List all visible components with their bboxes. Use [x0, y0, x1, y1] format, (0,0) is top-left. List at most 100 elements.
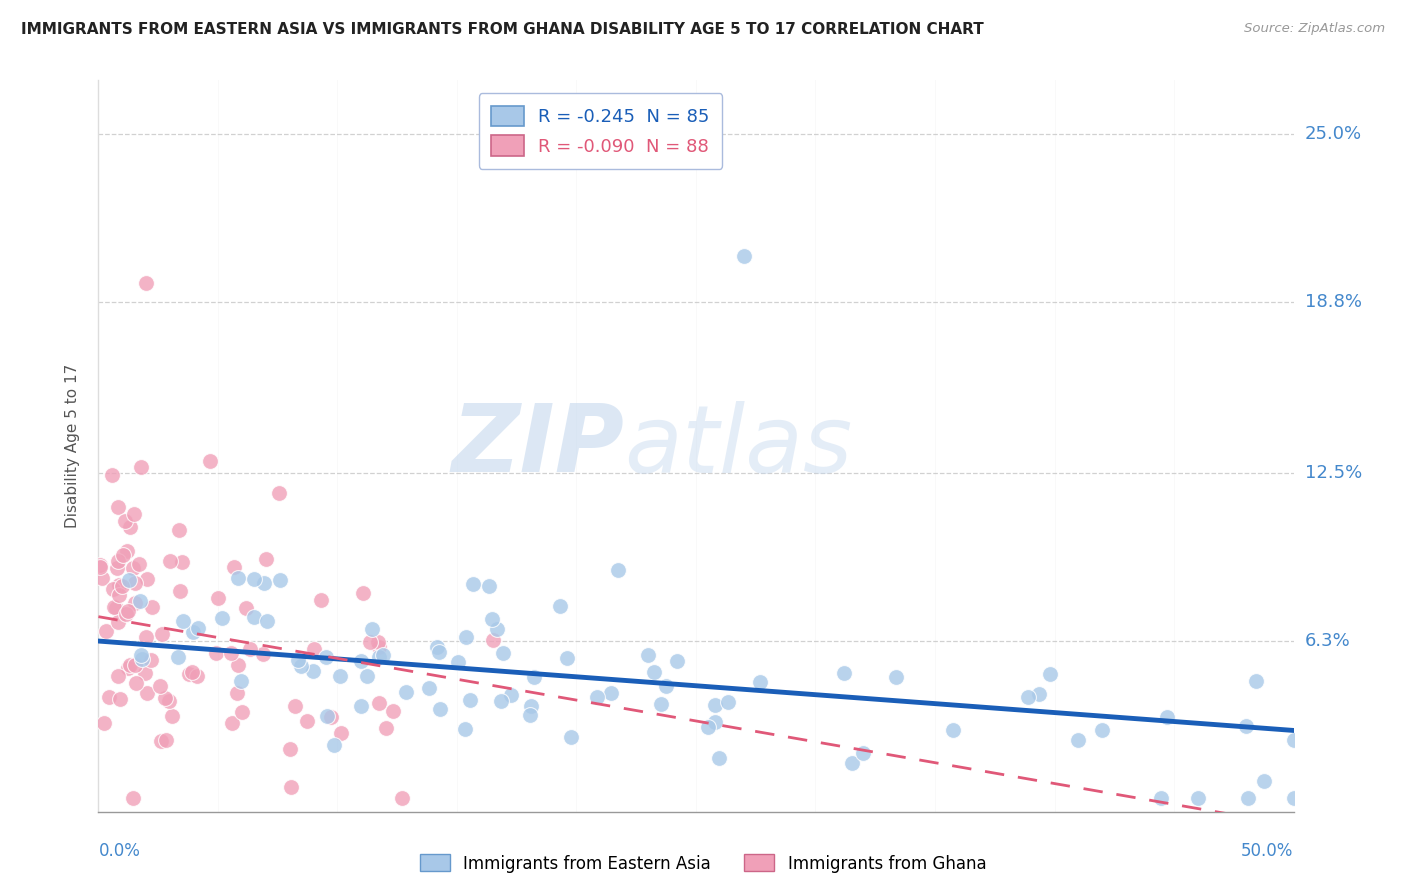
Point — [115, 543, 138, 558]
Point — [1156, 709, 1178, 723]
Point — [101, 468, 124, 483]
Point — [606, 563, 628, 577]
Point — [643, 665, 665, 680]
Point — [131, 652, 153, 666]
Point — [748, 674, 770, 689]
Point — [93, 715, 115, 730]
Point — [114, 607, 136, 622]
Point — [256, 614, 278, 628]
Point — [1150, 791, 1173, 805]
Point — [108, 588, 131, 602]
Point — [329, 669, 352, 683]
Point — [135, 630, 157, 644]
Point — [153, 690, 176, 705]
Point — [160, 709, 183, 723]
Text: atlas: atlas — [624, 401, 852, 491]
Text: Source: ZipAtlas.com: Source: ZipAtlas.com — [1244, 22, 1385, 36]
Point — [287, 652, 309, 666]
Point — [555, 651, 578, 665]
Point — [269, 573, 291, 587]
Point — [356, 669, 378, 683]
Point — [1236, 791, 1258, 805]
Point — [548, 599, 571, 613]
Point — [96, 624, 118, 638]
Point — [301, 664, 323, 678]
Point — [221, 716, 243, 731]
Point — [321, 710, 343, 724]
Point — [254, 551, 277, 566]
Point — [107, 500, 129, 514]
Point — [172, 614, 194, 628]
Point — [141, 599, 163, 614]
Point — [942, 723, 965, 738]
Point — [350, 654, 373, 668]
Text: 6.3%: 6.3% — [1305, 632, 1350, 650]
Point — [103, 582, 125, 596]
Point — [523, 670, 546, 684]
Point — [198, 454, 221, 468]
Point — [371, 648, 394, 662]
Point — [90, 571, 112, 585]
Point — [170, 555, 193, 569]
Point — [231, 673, 253, 688]
Point — [1253, 773, 1275, 788]
Point — [1091, 723, 1114, 737]
Point — [519, 707, 541, 722]
Point — [107, 615, 129, 629]
Point — [135, 277, 157, 291]
Point — [297, 714, 319, 728]
Point — [181, 665, 204, 679]
Point — [207, 591, 229, 605]
Point — [105, 601, 128, 615]
Point — [460, 693, 482, 707]
Point — [105, 560, 128, 574]
Point — [122, 507, 145, 521]
Text: 18.8%: 18.8% — [1305, 293, 1361, 311]
Point — [125, 675, 148, 690]
Point — [1282, 791, 1305, 805]
Point — [599, 686, 621, 700]
Point — [481, 612, 503, 626]
Point — [169, 523, 191, 537]
Point — [352, 586, 374, 600]
Point — [302, 642, 325, 657]
Text: IMMIGRANTS FROM EASTERN ASIA VS IMMIGRANTS FROM GHANA DISABILITY AGE 5 TO 17 COR: IMMIGRANTS FROM EASTERN ASIA VS IMMIGRAN… — [21, 22, 984, 37]
Point — [368, 696, 391, 710]
Point — [329, 725, 352, 739]
Point — [114, 514, 136, 528]
Point — [242, 610, 264, 624]
Point — [315, 650, 337, 665]
Point — [707, 751, 730, 765]
Point — [391, 791, 413, 805]
Text: 12.5%: 12.5% — [1305, 464, 1362, 482]
Point — [124, 596, 146, 610]
Point — [122, 791, 145, 805]
Point — [134, 665, 156, 680]
Point — [368, 649, 391, 664]
Point — [231, 705, 253, 719]
Point — [852, 746, 875, 760]
Point — [167, 649, 190, 664]
Point — [177, 667, 200, 681]
Point — [322, 739, 344, 753]
Point — [278, 742, 301, 756]
Point — [350, 698, 373, 713]
Point — [637, 648, 659, 662]
Point — [519, 699, 541, 714]
Point — [243, 573, 266, 587]
Point — [124, 576, 146, 591]
Point — [418, 681, 440, 695]
Point — [136, 686, 159, 700]
Legend: Immigrants from Eastern Asia, Immigrants from Ghana: Immigrants from Eastern Asia, Immigrants… — [413, 847, 993, 880]
Point — [112, 548, 135, 562]
Point — [128, 593, 150, 607]
Point — [492, 646, 515, 660]
Text: 50.0%: 50.0% — [1241, 842, 1294, 860]
Point — [311, 593, 333, 607]
Point — [482, 633, 505, 648]
Point — [316, 708, 339, 723]
Point — [150, 734, 173, 748]
Point — [1282, 732, 1305, 747]
Point — [252, 648, 274, 662]
Point — [122, 561, 145, 575]
